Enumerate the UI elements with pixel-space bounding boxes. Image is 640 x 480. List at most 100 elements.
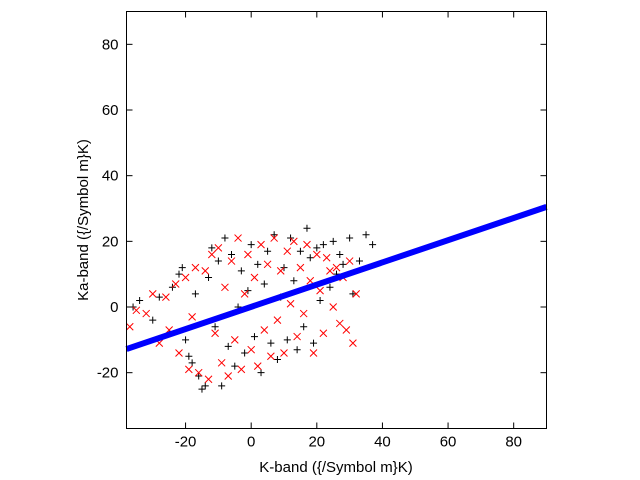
plus-point-41 [290, 277, 298, 285]
x-point-36 [273, 316, 282, 324]
plus-point-47 [310, 339, 318, 347]
plus-point-20 [221, 234, 229, 242]
x-tick-label-3: 40 [374, 434, 391, 451]
plus-point-58 [355, 257, 363, 265]
x-point-27 [244, 250, 252, 259]
plus-point-43 [296, 247, 304, 255]
plus-point-14 [201, 382, 209, 390]
x-point-31 [257, 240, 265, 249]
x-tick-label-2: 20 [308, 434, 325, 451]
x-point-52 [326, 267, 334, 275]
x-point-37 [276, 267, 285, 275]
x-point-11 [188, 313, 196, 321]
x-point-38 [280, 349, 288, 357]
plus-point-13 [198, 385, 206, 393]
plus-point-56 [346, 234, 354, 242]
y-axis-label: Ka-band ({/Symbol m}K) [75, 139, 92, 301]
plus-point-9 [185, 352, 193, 360]
x-point-13 [194, 368, 203, 377]
x-point-25 [237, 365, 246, 374]
x-tick-label-5: 80 [505, 434, 522, 451]
plus-point-12 [195, 372, 203, 380]
plus-point-51 [326, 283, 334, 291]
plus-point-42 [293, 346, 301, 354]
y-tick-label-0: -20 [97, 365, 119, 382]
x-point-21 [224, 372, 233, 380]
x-point-30 [253, 362, 262, 370]
x-point-19 [217, 358, 226, 367]
x-point-39 [283, 247, 292, 256]
x-point-42 [293, 332, 301, 341]
x-point-22 [227, 257, 236, 265]
plus-point-60 [369, 241, 377, 249]
plus-point-39 [283, 336, 291, 344]
x-point-50 [319, 329, 328, 338]
plus-point-34 [267, 339, 275, 347]
plus-point-35 [270, 231, 278, 239]
x-point-60 [352, 290, 361, 298]
x-point-45 [303, 240, 311, 249]
x-point-29 [250, 273, 259, 282]
plus-point-48 [313, 244, 321, 252]
x-point-12 [191, 263, 200, 272]
plus-point-26 [241, 349, 249, 357]
y-tick-label-4: 60 [102, 102, 119, 119]
x-point-58 [345, 257, 354, 265]
x-point-47 [309, 349, 318, 357]
plus-point-10 [188, 359, 196, 367]
plus-point-50 [319, 241, 327, 249]
plus-point-49 [316, 296, 324, 304]
x-point-26 [240, 290, 249, 298]
x-point-49 [316, 286, 324, 295]
plus-point-33 [264, 247, 272, 255]
y-tick-label-1: 0 [110, 299, 118, 316]
x-point-10 [184, 365, 193, 374]
x-point-53 [329, 303, 338, 311]
x-point-32 [260, 326, 269, 334]
x-point-17 [211, 329, 219, 338]
x-point-28 [247, 345, 256, 354]
plus-point-6 [175, 270, 183, 278]
plus-point-18 [214, 257, 222, 265]
x-point-2 [142, 309, 151, 318]
x-axis-label: K-band ({/Symbol m}K) [259, 459, 412, 476]
plus-point-54 [336, 250, 344, 258]
x-point-16 [207, 250, 216, 259]
x-tick-label-0: -20 [175, 434, 197, 451]
x-point-35 [270, 234, 279, 242]
x-point-14 [201, 267, 210, 275]
plus-point-2 [149, 316, 157, 324]
x-point-34 [267, 352, 275, 361]
plus-point-44 [300, 323, 308, 331]
x-point-23 [230, 335, 239, 344]
plus-point-8 [182, 336, 190, 344]
plus-point-28 [247, 241, 255, 249]
x-point-51 [322, 253, 331, 262]
x-point-44 [299, 309, 308, 318]
x-point-48 [312, 250, 321, 259]
x-point-1 [132, 306, 141, 315]
plus-point-59 [362, 231, 370, 239]
plus-point-46 [306, 254, 314, 262]
plus-point-22 [228, 250, 235, 258]
x-point-8 [175, 349, 183, 357]
x-point-20 [221, 283, 229, 292]
x-point-15 [204, 375, 213, 384]
x-point-55 [335, 319, 344, 328]
plus-point-1 [136, 296, 144, 304]
x-point-5 [162, 293, 170, 302]
plus-point-29 [250, 333, 258, 341]
plus-point-23 [231, 362, 239, 370]
x-point-54 [332, 263, 341, 272]
plot-layer [125, 204, 548, 393]
plot-frame [126, 11, 547, 429]
plus-point-11 [191, 290, 199, 298]
plus-point-17 [211, 323, 219, 331]
x-point-59 [349, 339, 357, 347]
plus-point-3 [155, 293, 163, 301]
x-point-3 [148, 290, 157, 298]
fit-line [125, 204, 548, 352]
axis-layer: -20 0 20 40 60 80 -20 0 20 40 60 80 [97, 11, 547, 451]
plus-point-16 [208, 244, 216, 252]
